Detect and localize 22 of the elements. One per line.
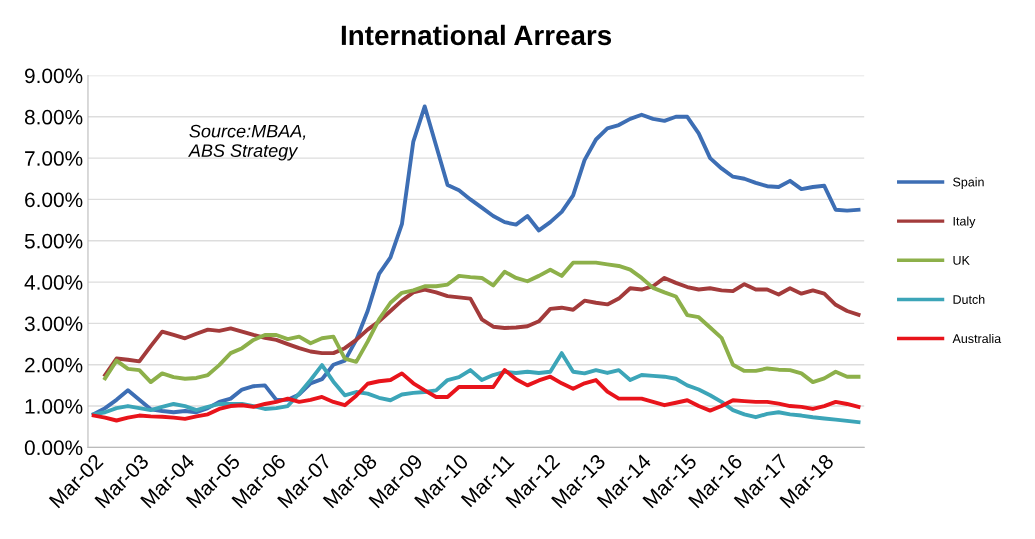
legend-label: Dutch <box>953 294 985 304</box>
y-tick-label: 9.00% <box>25 68 83 84</box>
line-series <box>103 275 861 377</box>
line-series <box>91 351 861 425</box>
legend-label: Italy <box>953 216 976 229</box>
y-tick-label: 8.00% <box>24 109 83 125</box>
chart-title: International Arrears <box>341 24 612 46</box>
y-tick-label: 3.00% <box>24 316 83 332</box>
line-series <box>91 368 861 423</box>
line-series <box>91 104 861 417</box>
y-tick-label: 5.00% <box>24 233 83 249</box>
legend-label: Australia <box>952 333 1002 344</box>
y-tick-label: 4.00% <box>24 275 83 290</box>
line-series <box>103 260 861 385</box>
annotation: Source:MBAA, ABS Strategy <box>188 124 306 161</box>
y-tick-label: 1.00% <box>25 399 83 414</box>
y-tick-label: 6.00% <box>25 192 83 208</box>
legend-label: UK <box>953 256 970 265</box>
y-tick-label: 7.00% <box>25 151 83 166</box>
y-tick-label: 0.00% <box>24 440 83 456</box>
y-tick-label: 2.00% <box>25 357 83 373</box>
legend-label: Spain <box>953 177 984 189</box>
